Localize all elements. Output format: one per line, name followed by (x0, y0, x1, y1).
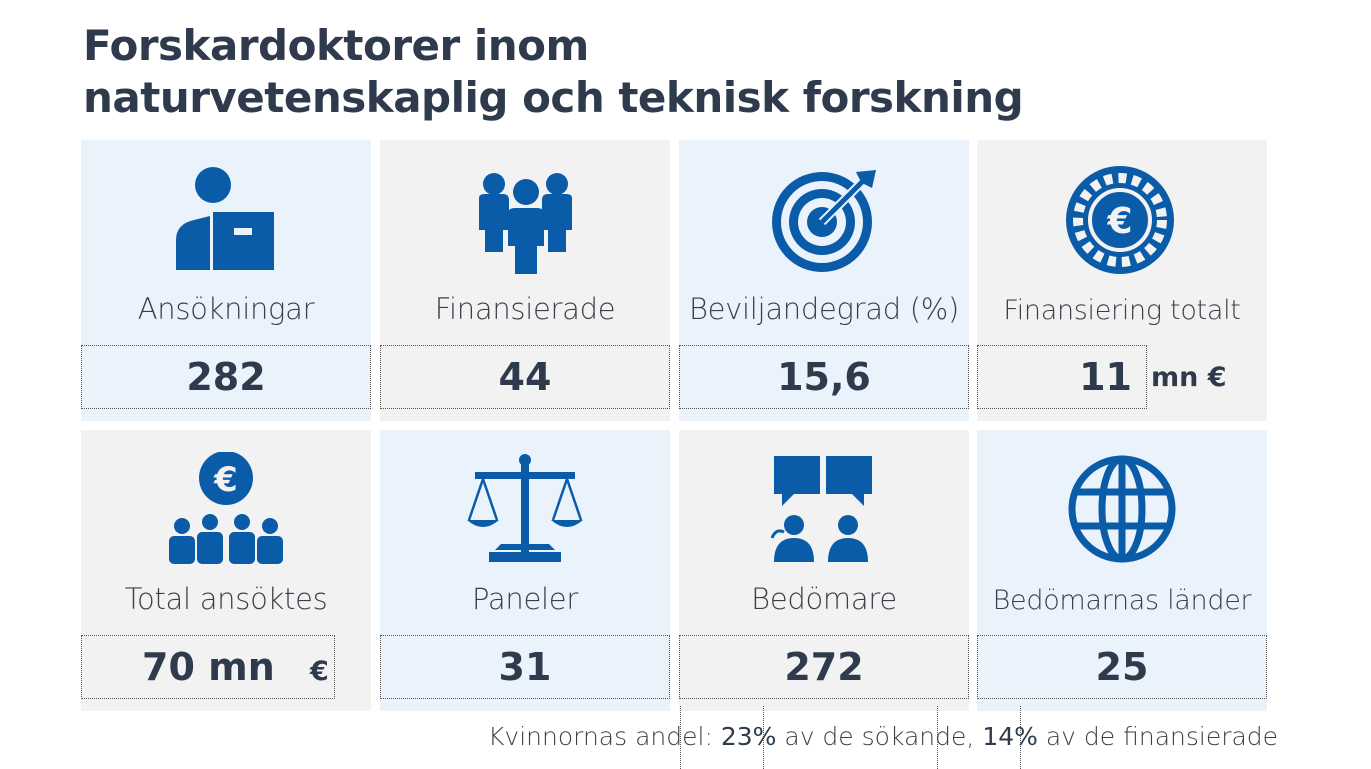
tile-panels: Paneler 31 (380, 430, 670, 711)
tile-label: Beviljandegrad (%) (688, 292, 960, 326)
target-with-arrow-icon (679, 162, 969, 277)
women-share-footer: Kvinnornas andel: 23% av de sökande, 14%… (488, 722, 1288, 751)
globe-icon (977, 452, 1267, 567)
tile-value-box: 272 (679, 635, 969, 699)
tile-value: 70 mn (142, 645, 275, 689)
tile-value-box: 70 mn € (81, 635, 335, 699)
tile-label: Bedömare (751, 582, 897, 616)
euro-coin-icon: € (977, 162, 1267, 277)
page-title: Forskardoktorer inom naturvetenskaplig o… (83, 20, 1183, 124)
speech-bubbles-people-icon (679, 452, 969, 567)
footer-suffix: av de finansierade (1045, 722, 1279, 751)
tile-value: 44 (498, 355, 552, 399)
tile-funded: Finansierade 44 (380, 140, 670, 421)
tile-value-box: 282 (81, 345, 371, 409)
tile-value-box: 25 (977, 635, 1267, 699)
tile-label: Bedömarnas länder (992, 585, 1252, 616)
title-line-1: Forskardoktorer inom (83, 21, 589, 70)
tile-label: Finansiering totalt (1003, 295, 1241, 326)
women-applicants-pct: 23% (720, 722, 777, 751)
tile-value: 15,6 (777, 355, 871, 399)
scales-icon (380, 452, 670, 567)
tile-total-applied: € Total ansöktes 70 mn € (81, 430, 371, 711)
tile-unit: € (310, 656, 329, 687)
svg-text:€: € (1106, 201, 1132, 242)
footer-prefix: Kvinnornas andel: (488, 722, 713, 751)
tile-label: Finansierade (434, 292, 616, 326)
tile-value: 25 (1095, 645, 1149, 689)
tile-value-box: 15,6 (679, 345, 969, 409)
person-with-document-icon (81, 162, 371, 277)
group-of-people-icon (380, 162, 670, 277)
tile-applications: Ansökningar 282 (81, 140, 371, 421)
tile-value: 11 (1079, 355, 1132, 399)
tile-grant-rate: Beviljandegrad (%) 15,6 (679, 140, 969, 421)
selection-guide (680, 706, 764, 769)
selection-guide (937, 706, 1021, 769)
tile-value-box: 44 (380, 345, 670, 409)
tile-value: 31 (498, 645, 552, 689)
tile-unit: mn € (1151, 362, 1227, 393)
tile-reviewers: Bedömare 272 (679, 430, 969, 711)
tile-reviewer-countries: Bedömarnas länder 25 (977, 430, 1267, 711)
tile-value-box: 31 (380, 635, 670, 699)
tile-label: Total ansöktes (124, 582, 328, 616)
tile-total-funding: € Finansiering totalt 11 mn € (977, 140, 1267, 421)
tile-value: 282 (186, 355, 266, 399)
footer-mid: av de sökande, (784, 722, 975, 751)
tile-label: Ansökningar (137, 292, 315, 326)
women-funded-pct: 14% (982, 722, 1038, 751)
euro-over-people-icon: € (81, 452, 371, 567)
tile-value-box: 11 (977, 345, 1147, 409)
title-line-2: naturvetenskaplig och teknisk forskning (83, 73, 1024, 122)
svg-text:€: € (213, 460, 238, 500)
tile-value: 272 (784, 645, 864, 689)
tile-label: Paneler (472, 582, 578, 616)
